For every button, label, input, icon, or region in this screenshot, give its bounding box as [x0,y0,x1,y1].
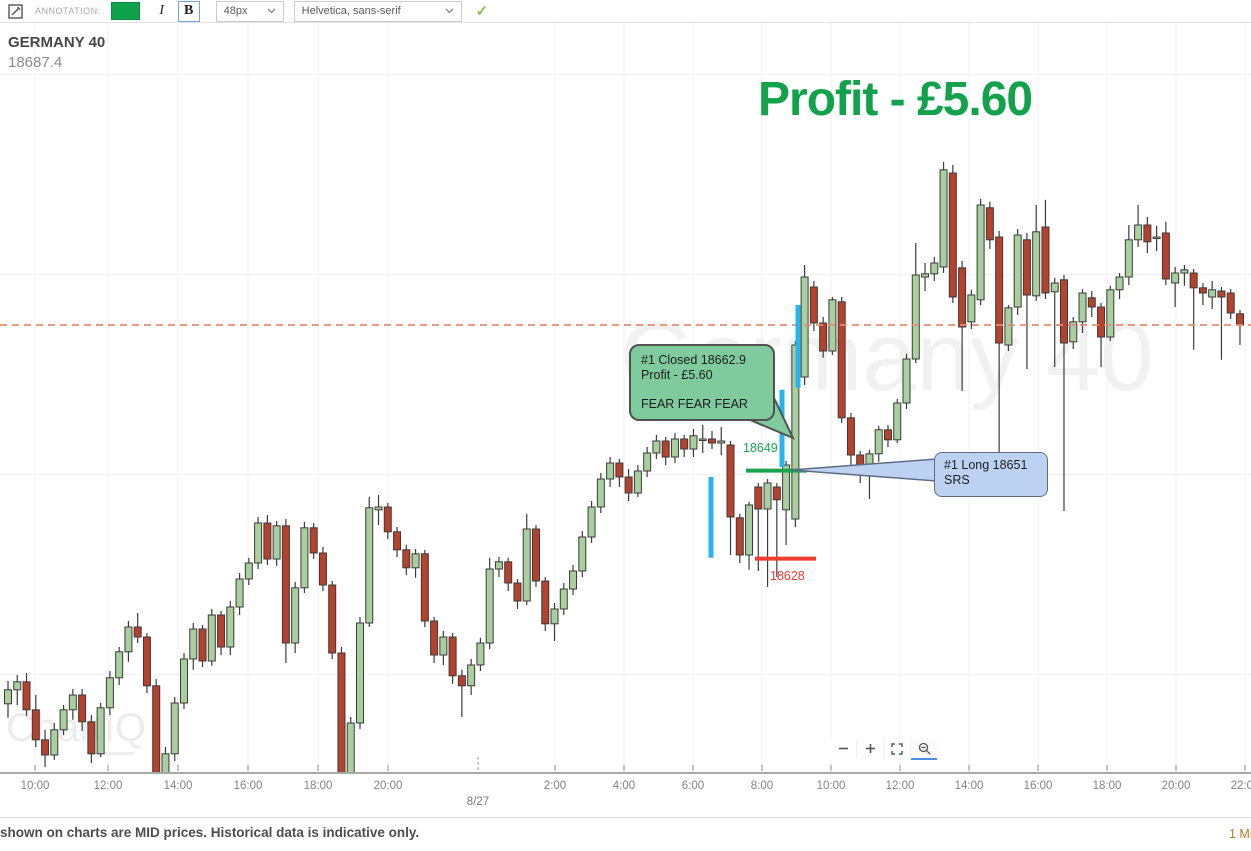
long-trade-line2: SRS [944,473,970,487]
x-tick-label: 20:00 [1161,780,1191,792]
x-tick-label: 2:00 [543,780,567,792]
chevron-down-icon [445,8,454,14]
x-tick-label: 12:00 [885,780,915,792]
x-tick-label: 16:00 [1023,780,1053,792]
interval-badge[interactable]: 1 Mi [1229,827,1251,841]
x-tick-label: 20:00 [373,780,403,792]
watermark-underline [92,752,134,755]
bold-button[interactable]: B [177,0,200,22]
x-tick-label: 4:00 [612,780,636,792]
magnifier-minus-icon [918,742,930,755]
font-family-value: Helvetica, sans-serif [301,5,401,17]
x-tick-label: 8:00 [750,780,774,792]
x-tick-label: 12:00 [93,780,123,792]
watermark-chartiq: ChartIQ [6,706,147,750]
minus-icon [838,747,848,750]
color-swatch[interactable] [110,2,140,20]
italic-button[interactable]: I [159,3,164,18]
annotation-edit-icon[interactable] [8,3,23,19]
annotation-label: ANNOTATION: [35,6,101,16]
x-tick-label: 10:00 [20,780,50,792]
long-trade-callout[interactable]: #1 Long 18651 SRS [934,452,1048,497]
chart-zoom-controls [830,739,937,760]
plus-icon [865,744,875,753]
x-tick-label: 16:00 [233,780,263,792]
x-tick-label: 14:00 [954,780,984,792]
x-tick-label: 18:00 [303,780,333,792]
symbol-header: GERMANY 40 18687.4 [8,34,105,71]
annotation-toolbar: ANNOTATION: I B 48px Helvetica, sans-ser… [0,0,1251,23]
closed-trade-line3: FEAR FEAR FEAR [641,397,748,411]
closed-trade-line1: #1 Closed 18662.9 [641,353,746,367]
fullscreen-icon [891,742,903,755]
chevron-down-icon [267,8,276,14]
footer-disclaimer: shown on charts are MID prices. Historic… [0,825,420,840]
zoom-tool-button[interactable] [911,739,937,760]
stop-price-label: 18628 [770,569,805,583]
closed-trade-callout[interactable]: #1 Closed 18662.9 Profit - £5.60 FEAR FE… [629,344,775,421]
font-size-value: 48px [223,5,248,17]
entry-price-label: 18649 [743,441,778,455]
x-tick-label: 10:00 [816,780,846,792]
x-tick-label: 22:00 [1230,780,1251,792]
font-family-select[interactable]: Helvetica, sans-serif [293,0,462,22]
candlestick-layer [0,23,1251,772]
long-trade-line1: #1 Long 18651 [944,458,1028,472]
x-tick-label: 14:00 [163,780,193,792]
x-tick-label: 18:00 [1092,780,1122,792]
zoom-out-button[interactable] [830,739,857,758]
confirm-annotation-button[interactable]: ✓ [475,3,489,20]
callout-spacer [641,383,773,397]
zoom-in-button[interactable] [857,739,884,758]
fullscreen-button[interactable] [884,739,911,758]
symbol-name: GERMANY 40 [8,34,106,51]
profit-annotation[interactable]: Profit - £5.60 [758,73,1033,126]
font-size-select[interactable]: 48px [215,0,284,22]
date-label: 8/27 [466,796,490,808]
closed-trade-line2: Profit - £5.60 [641,368,713,382]
symbol-price: 18687.4 [8,54,63,71]
chart-area[interactable]: Germany 40 ChartIQ GERMANY 40 18687.4 Pr… [0,0,1251,772]
x-tick-label: 6:00 [681,780,705,792]
footer-bar: shown on charts are MID prices. Historic… [0,817,1251,851]
x-axis[interactable]: 10:00 12:00 14:00 16:00 18:00 20:00 2:00 4:00 6:… [0,772,1251,818]
